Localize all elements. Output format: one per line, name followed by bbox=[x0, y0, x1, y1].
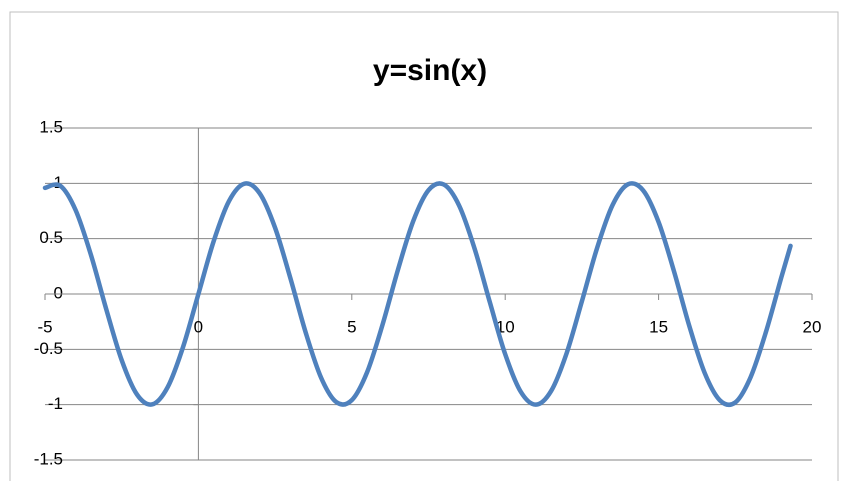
y-tick-label: 1.5 bbox=[39, 117, 63, 136]
y-tick-label: 1 bbox=[54, 173, 63, 192]
y-tick-label: 0.5 bbox=[39, 228, 63, 247]
series-line bbox=[42, 181, 793, 408]
y-tick-label: 0 bbox=[54, 283, 63, 302]
x-tick-label: 5 bbox=[347, 317, 356, 336]
chart-title: y=sin(x) bbox=[373, 54, 487, 87]
x-tick-label: 15 bbox=[649, 317, 668, 336]
x-tick-label: -5 bbox=[37, 317, 52, 336]
x-tick-label: 0 bbox=[194, 317, 203, 336]
x-tick-label: 20 bbox=[803, 317, 822, 336]
y-tick-label: -1.5 bbox=[34, 449, 63, 468]
y-tick-label: -1 bbox=[48, 394, 63, 413]
y-tick-label: -0.5 bbox=[34, 339, 63, 358]
